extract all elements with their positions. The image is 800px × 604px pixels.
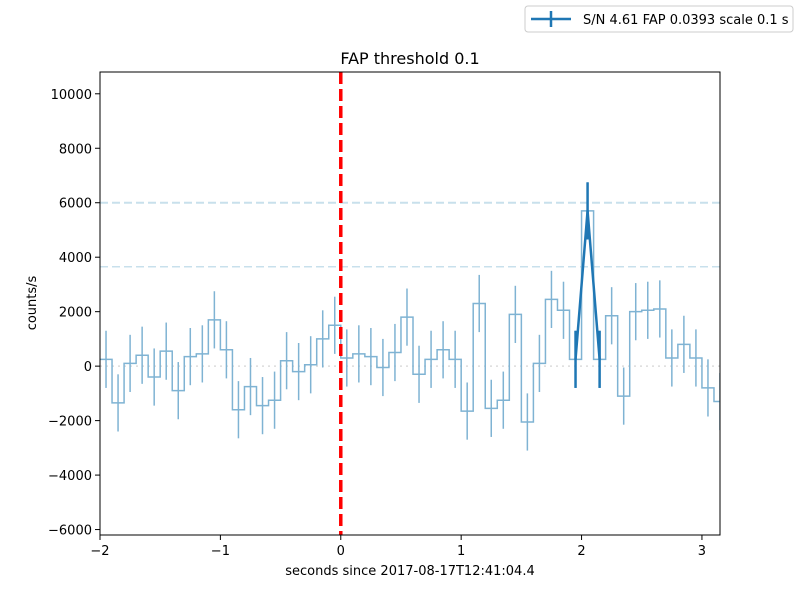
y-tick-label-6: 6000 [59, 197, 92, 212]
y-tick-label-7: 8000 [59, 142, 92, 157]
x-tick-label-2: 0 [337, 544, 345, 559]
y-tick-label-1: −4000 [48, 469, 92, 484]
plot-layer [100, 72, 720, 535]
legend-frame [524, 5, 794, 33]
y-tick-label-4: 2000 [59, 306, 92, 321]
axes-layer: −2 −1 0 1 2 3 −6000 −4000 −2000 0 2000 4000 6000 8000… [48, 71, 721, 559]
y-tick-label-5: 4000 [59, 251, 92, 266]
x-axis-label: seconds since 2017-08-17T12:41:04.4 [285, 564, 534, 579]
plot-clipped-group [100, 72, 720, 535]
x-tick-label-4: 2 [577, 544, 585, 559]
lightcurve-steps [100, 210, 720, 423]
x-tick-label-1: −1 [211, 544, 230, 559]
chart-title: FAP threshold 0.1 [340, 49, 479, 68]
legend-label-detection: S/N 4.61 FAP 0.0393 scale 0.1 s [583, 13, 789, 28]
y-tick-label-2: −2000 [48, 415, 92, 430]
y-tick-label-3: 0 [84, 360, 92, 375]
legend-marker-detection [531, 11, 571, 27]
y-tick-label-0: −6000 [48, 524, 92, 539]
axes-frame [99, 71, 721, 536]
x-tick-label-3: 1 [457, 544, 465, 559]
x-tick-label-5: 3 [698, 544, 706, 559]
x-tick-label-0: −2 [90, 544, 109, 559]
y-axis-label: counts/s [25, 275, 40, 330]
legend: S/N 4.61 FAP 0.0393 scale 0.1 s [524, 5, 794, 33]
y-tick-label-8: 10000 [51, 88, 92, 103]
